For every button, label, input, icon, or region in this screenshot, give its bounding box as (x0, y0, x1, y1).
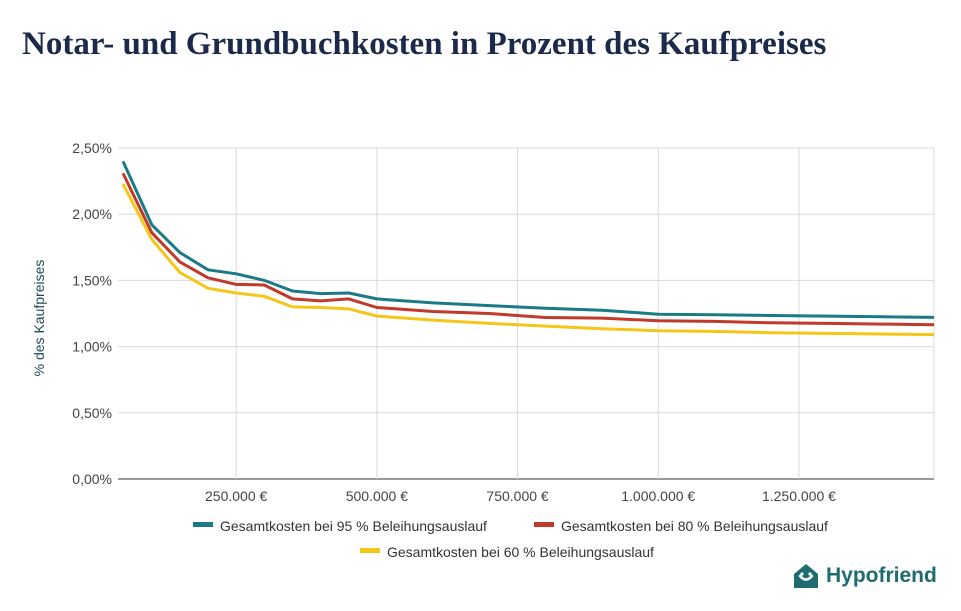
house-icon (794, 564, 818, 588)
series-line (122, 161, 934, 319)
brand-logo: Hypofriend (792, 562, 937, 590)
x-tick-label: 250.000 € (205, 488, 267, 504)
y-axis-label: % des Kaufpreises (31, 260, 47, 377)
series-line (122, 183, 934, 337)
x-tick-label: 1.000.000 € (621, 488, 695, 504)
legend-swatch (360, 548, 380, 553)
y-tick-label: 1,00% (72, 339, 112, 355)
x-tick-label: 1.250.000 € (762, 488, 836, 504)
y-tick-label: 2,50% (72, 140, 112, 156)
y-tick-label: 0,50% (72, 405, 112, 421)
x-tick-label: 500.000 € (346, 488, 408, 504)
series-lines (122, 161, 934, 337)
y-tick-label: 0,00% (72, 471, 112, 487)
legend: Gesamtkosten bei 95 % Beleihungsauslauf G… (193, 518, 828, 560)
legend-label: Gesamtkosten bei 80 % Beleihungsauslauf (561, 518, 828, 534)
chart-title: Notar- und Grundbuchkosten in Prozent de… (22, 26, 827, 62)
legend-swatch (193, 522, 213, 527)
series-line (122, 173, 934, 327)
axes: 0,00% 0,50% 1,00% 1,50% 2,00% 2,50% 250.000 € 5… (72, 140, 836, 504)
grid-lines (118, 147, 935, 480)
y-tick-label: 2,00% (72, 206, 112, 222)
legend-label: Gesamtkosten bei 95 % Beleihungsauslauf (220, 518, 487, 534)
brand-name: Hypofriend (826, 564, 937, 587)
legend-label: Gesamtkosten bei 60 % Beleihungsauslauf (387, 544, 654, 560)
x-tick-label: 750.000 € (486, 488, 548, 504)
y-tick-label: 1,50% (72, 272, 112, 288)
legend-swatch (534, 522, 554, 527)
